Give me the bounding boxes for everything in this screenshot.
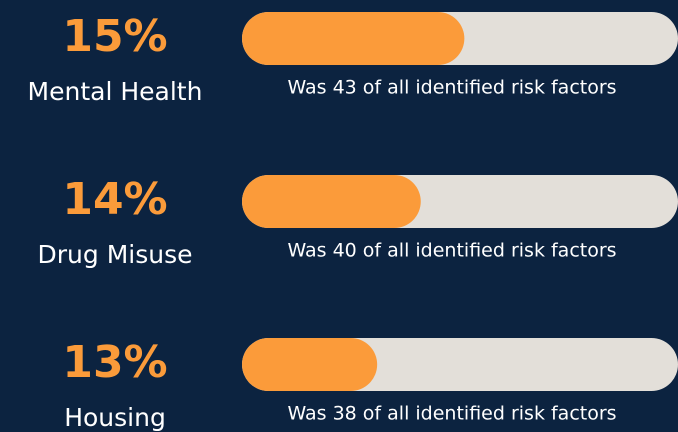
caption: Was 38 of all identified risk factors [287,403,616,425]
category-label: Drug Misuse [38,240,193,269]
caption: Was 40 of all identified risk factors [287,240,616,262]
category-label: Mental Health [28,77,203,106]
bar-fill [242,175,421,228]
caption: Was 43 of all identified risk factors [287,77,616,99]
headline: 13% [62,337,167,388]
category-label: Housing [64,403,166,432]
bar-fill [242,12,465,65]
headline: 14% [62,174,167,225]
headline: 15% [62,11,167,62]
bar-fill [242,338,378,391]
